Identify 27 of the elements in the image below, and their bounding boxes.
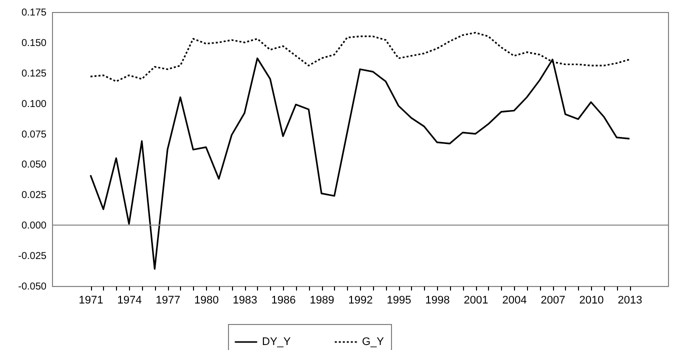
y-tick-label: 0.100 [21,98,47,110]
x-tick-label: 1992 [348,294,373,306]
y-tick-label: -0.025 [18,251,47,262]
x-tick-label: 1989 [310,294,334,306]
legend-label: DY_Y [262,336,292,348]
x-tick-label: 1980 [194,294,219,306]
y-tick-label: 0.175 [21,8,47,18]
x-tick-label: 1995 [386,294,412,306]
y-tick-label: 0.150 [21,38,47,49]
x-tick-label: 1998 [425,294,450,306]
x-tick-label: 1971 [78,294,104,306]
x-tick-label: 2001 [464,294,488,306]
legend-label: G_Y [362,336,385,348]
x-tick-label: 2007 [540,294,566,306]
x-tick-label: 1977 [156,294,180,306]
y-tick-label: 0.125 [21,68,47,80]
y-tick-label: 0.000 [21,220,47,232]
x-tick-label: 1974 [117,294,142,306]
x-tick-label: 2010 [579,294,604,306]
y-tick-label: 0.025 [21,190,47,202]
x-tick-label: 1983 [232,294,258,306]
x-tick-label: 1986 [271,294,296,306]
y-tick-label: -0.050 [18,282,47,292]
y-tick-label: 0.075 [21,129,47,140]
y-tick-label: 0.050 [21,160,47,171]
x-tick-label: 2004 [502,294,527,306]
x-tick-label: 2013 [618,294,642,306]
